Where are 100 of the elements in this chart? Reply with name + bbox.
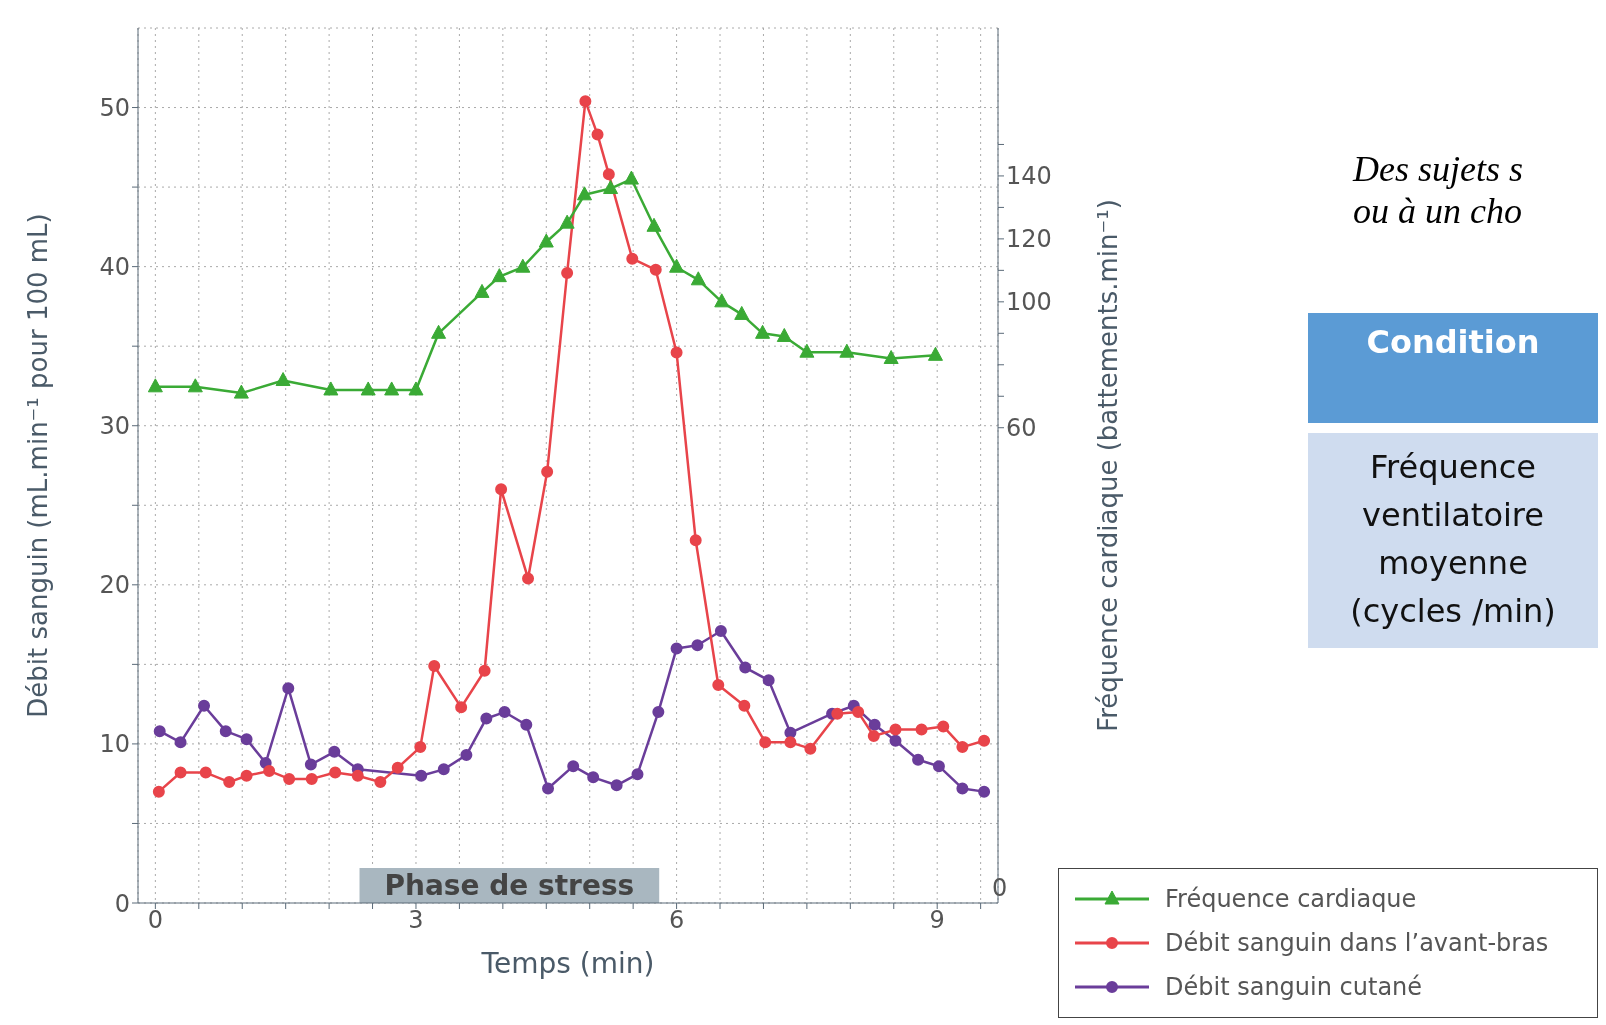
point: [759, 736, 772, 749]
point: [219, 725, 232, 738]
point: [915, 723, 928, 736]
point: [690, 271, 706, 286]
point: [498, 706, 511, 719]
text: Condition: [1308, 313, 1598, 423]
point: [804, 742, 817, 755]
y2-tick-label: 140: [1006, 162, 1052, 191]
point: [147, 378, 163, 393]
point: [602, 168, 615, 181]
point: [868, 718, 881, 731]
point: [520, 718, 533, 731]
point: [187, 378, 203, 393]
point: [579, 95, 592, 108]
point: [889, 734, 902, 747]
point: [927, 346, 943, 361]
point: [867, 729, 880, 742]
point: [739, 661, 752, 674]
point: [626, 252, 639, 265]
y2-axis-title: Fréquence cardiaque (battements.min⁻¹): [1093, 199, 1124, 732]
point: [587, 771, 600, 784]
point: [384, 381, 400, 396]
point: [283, 772, 296, 785]
text: ou à un cho: [1353, 190, 1523, 232]
point: [714, 624, 727, 637]
y-tick-label: 30: [99, 412, 130, 441]
point: [474, 283, 490, 298]
text: Fréquence ventilatoire moyenne (cycles /min): [1308, 433, 1598, 648]
point: [428, 659, 441, 672]
point: [784, 736, 797, 749]
y2-tick-label: 60: [1006, 414, 1037, 443]
point: [691, 639, 704, 652]
point: [152, 785, 165, 798]
point: [776, 327, 792, 342]
point: [240, 733, 253, 746]
x-tick-label: 6: [668, 906, 685, 935]
point: [174, 736, 187, 749]
point: [391, 761, 404, 774]
point: [455, 701, 468, 714]
point: [542, 782, 555, 795]
legend-label: Débit sanguin cutané: [1165, 973, 1423, 1001]
y-tick-label: 50: [99, 94, 130, 123]
point: [714, 293, 730, 308]
point: [831, 707, 844, 720]
point: [567, 760, 580, 773]
point: [431, 324, 447, 339]
point: [734, 305, 750, 320]
point: [670, 642, 683, 655]
point: [591, 128, 604, 141]
point: [199, 766, 212, 779]
point: [198, 699, 211, 712]
point: [153, 725, 166, 738]
point: [305, 772, 318, 785]
y-tick-label: 10: [99, 730, 130, 759]
y-tick-label: 20: [99, 571, 130, 600]
point: [559, 214, 575, 229]
point: [755, 324, 771, 339]
y-axis-title: Débit sanguin (mL.min⁻¹ pour 100 mL): [23, 213, 54, 718]
point: [174, 766, 187, 779]
point: [304, 758, 317, 771]
point: [233, 384, 249, 399]
point: [631, 768, 644, 781]
point: [852, 706, 865, 719]
band-label: Phase de stress: [384, 869, 635, 903]
annotation: 0: [992, 874, 1008, 902]
point: [978, 734, 991, 747]
point: [495, 483, 508, 496]
point: [610, 779, 623, 792]
point: [263, 764, 276, 777]
point: [437, 763, 450, 776]
x-tick-label: 0: [147, 906, 164, 935]
point: [415, 769, 428, 782]
point: [480, 712, 493, 725]
point: [351, 769, 364, 782]
point: [541, 465, 554, 478]
point: [478, 664, 491, 677]
y2-tick-label: 100: [1006, 288, 1052, 317]
point: [328, 745, 341, 758]
x-axis-title: Temps (min): [480, 947, 655, 980]
point: [561, 267, 574, 279]
x-tick-label: 9: [929, 906, 945, 935]
point: [649, 263, 662, 276]
point: [329, 766, 342, 779]
point: [623, 170, 639, 185]
point: [223, 776, 236, 789]
y2-tick-label: 120: [1006, 225, 1052, 254]
point: [669, 258, 685, 273]
point: [937, 720, 950, 733]
point: [652, 706, 665, 719]
point: [577, 186, 593, 201]
y-tick-label: 40: [99, 253, 130, 282]
point: [323, 381, 339, 396]
point: [460, 749, 473, 762]
point: [515, 258, 531, 273]
point: [240, 769, 253, 782]
point: [956, 741, 969, 754]
point: [762, 674, 775, 687]
point: [889, 723, 902, 736]
point: [932, 760, 945, 773]
text: Des sujets s: [1353, 148, 1523, 190]
